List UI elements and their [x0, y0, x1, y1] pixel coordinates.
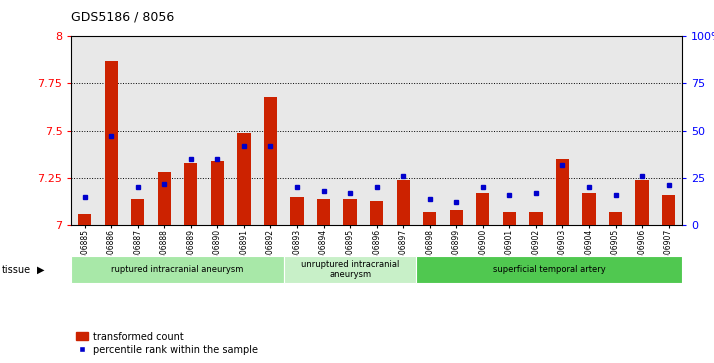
Bar — [211, 161, 224, 225]
Bar — [131, 199, 144, 225]
Bar — [264, 97, 277, 225]
Bar — [635, 180, 649, 225]
Bar — [104, 61, 118, 225]
Bar — [158, 172, 171, 225]
Bar — [555, 159, 569, 225]
Bar — [343, 199, 357, 225]
Bar — [184, 163, 198, 225]
Bar — [291, 197, 303, 225]
Bar — [609, 212, 622, 225]
Bar — [78, 214, 91, 225]
Bar — [237, 132, 251, 225]
Bar — [450, 210, 463, 225]
Bar — [529, 212, 543, 225]
Text: tissue: tissue — [1, 265, 31, 274]
Bar — [396, 180, 410, 225]
Bar — [317, 199, 330, 225]
FancyBboxPatch shape — [71, 256, 283, 284]
Bar — [503, 212, 516, 225]
Bar — [583, 193, 595, 225]
Legend: transformed count, percentile rank within the sample: transformed count, percentile rank withi… — [76, 331, 258, 355]
FancyBboxPatch shape — [416, 256, 682, 284]
Text: unruptured intracranial
aneurysm: unruptured intracranial aneurysm — [301, 260, 399, 279]
Text: ruptured intracranial aneurysm: ruptured intracranial aneurysm — [111, 265, 243, 274]
Text: superficial temporal artery: superficial temporal artery — [493, 265, 605, 274]
Bar — [476, 193, 489, 225]
Text: GDS5186 / 8056: GDS5186 / 8056 — [71, 11, 175, 24]
FancyBboxPatch shape — [283, 256, 416, 284]
Bar — [423, 212, 436, 225]
Bar — [662, 195, 675, 225]
Bar — [370, 200, 383, 225]
Text: ▶: ▶ — [37, 265, 45, 274]
